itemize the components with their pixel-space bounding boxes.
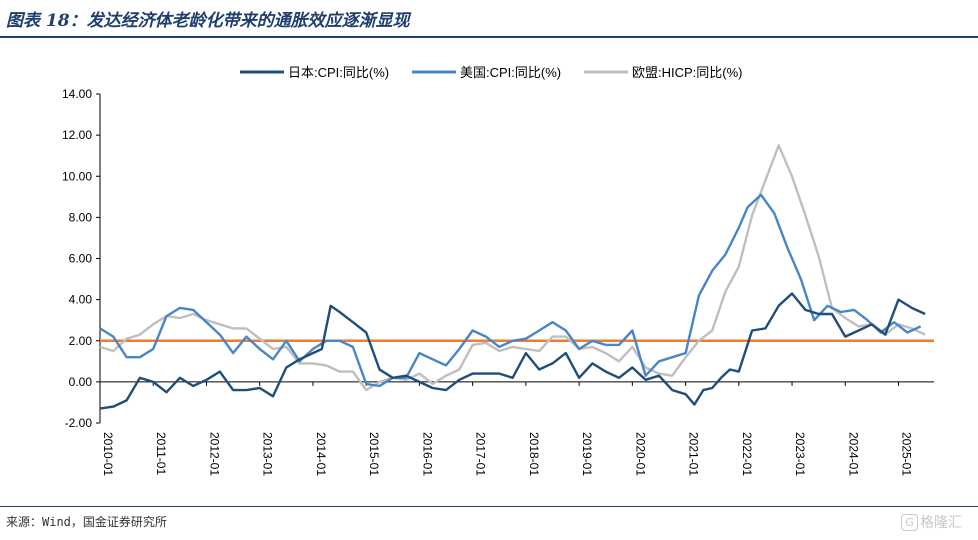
x-tick-label: 2016-01 (420, 432, 434, 476)
y-tick-label: 6.00 (69, 252, 93, 266)
x-tick-label: 2013-01 (261, 432, 275, 476)
chart-title: 图表 18：发达经济体老龄化带来的通胀效应逐渐显现 (6, 11, 410, 31)
x-axis: 2010-01 2011-01 2012-01 2013-01 2014-01 2015-… (99, 381, 934, 476)
chart-legend: 日本:CPI:同比(%) 美国:CPI:同比(%) 欧盟:HICP:同比(%) (240, 65, 743, 80)
y-tick-label: -2.00 (65, 416, 93, 430)
x-tick-label: 2018-01 (527, 432, 541, 476)
y-tick-label: 8.00 (69, 210, 93, 224)
x-tick-label: 2019-01 (580, 432, 594, 476)
y-tick-label: 14.00 (62, 87, 92, 101)
source-note: 来源：Wind，国金证券研究所 (6, 515, 167, 529)
x-tick-label: 2017-01 (474, 432, 488, 476)
series-line-0 (99, 292, 926, 410)
y-tick-label: 2.00 (69, 334, 93, 348)
y-tick-label: 4.00 (69, 293, 93, 307)
line-chart: 日本:CPI:同比(%) 美国:CPI:同比(%) 欧盟:HICP:同比(%) 14… (62, 65, 934, 476)
x-tick-label: 2014-01 (314, 432, 328, 476)
x-tick-label: 2012-01 (207, 432, 221, 476)
x-tick-label: 2023-01 (793, 432, 807, 476)
x-tick-label: 2015-01 (367, 432, 381, 476)
y-axis: 14.00 12.00 10.00 8.00 6.00 4.00 2.00 0.00 -2.00 (62, 87, 101, 430)
series-layer (99, 144, 926, 410)
x-tick-label: 2025-01 (900, 432, 914, 476)
y-tick-label: 10.00 (62, 169, 92, 183)
x-tick-label: 2021-01 (687, 432, 701, 476)
legend-label: 美国:CPI:同比(%) (460, 65, 561, 80)
x-tick-label: 2022-01 (740, 432, 754, 476)
watermark: G 格隆汇 (901, 512, 962, 532)
watermark-text: 格隆汇 (920, 515, 962, 531)
legend-label: 欧盟:HICP:同比(%) (632, 65, 743, 80)
watermark-logo-icon: G (901, 513, 918, 531)
title-bar: 图表 18：发达经济体老龄化带来的通胀效应逐渐显现 (0, 0, 978, 38)
y-tick-label: 0.00 (69, 375, 93, 389)
y-tick-label: 12.00 (62, 128, 92, 142)
title-divider (0, 36, 978, 38)
x-tick-label: 2024-01 (846, 432, 860, 476)
series-line-2 (99, 144, 926, 392)
x-tick-label: 2011-01 (154, 432, 168, 475)
x-tick-label: 2020-01 (633, 432, 647, 476)
legend-label: 日本:CPI:同比(%) (288, 65, 389, 80)
x-tick-label: 2010-01 (101, 432, 115, 476)
series-line-1 (99, 193, 922, 388)
footer-divider (0, 506, 978, 507)
